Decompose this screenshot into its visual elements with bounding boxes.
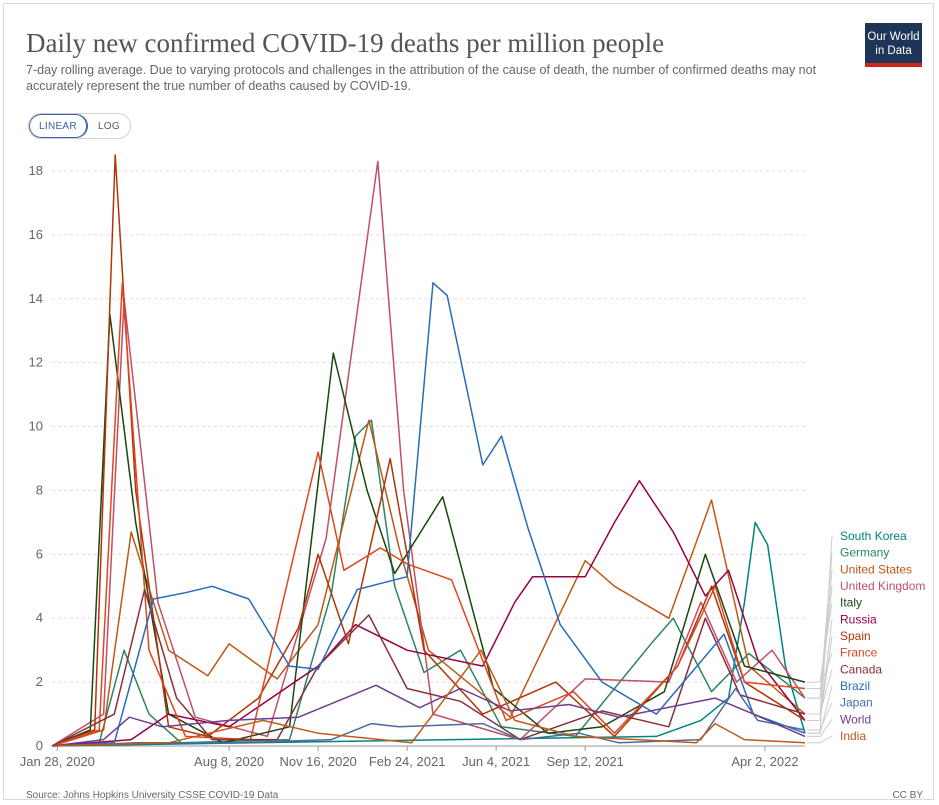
legend-label[interactable]: World — [840, 712, 871, 726]
legend-connector — [807, 602, 833, 683]
legend-connector — [807, 735, 833, 744]
legend-connector — [807, 585, 833, 699]
legend-label[interactable]: Spain — [840, 629, 871, 643]
legend-label[interactable]: Brazil — [840, 679, 870, 693]
y-tick-label: 10 — [29, 419, 43, 434]
chart-frame — [3, 3, 934, 800]
legend-label[interactable]: South Korea — [840, 529, 907, 543]
chart-title: Daily new confirmed COVID-19 deaths per … — [26, 28, 665, 58]
legend-connector — [807, 719, 833, 737]
legend-label[interactable]: Canada — [840, 662, 882, 676]
y-grid: 0 2 4 6 8 10 12 14 16 18 — [29, 163, 805, 753]
y-tick-label: 16 — [29, 227, 43, 242]
legend-label[interactable]: Russia — [840, 612, 877, 626]
legend-label[interactable]: Germany — [840, 546, 889, 560]
series-line[interactable] — [51, 588, 806, 747]
series-line[interactable] — [51, 160, 806, 747]
source-note[interactable]: Source: Johns Hopkins University CSSE CO… — [26, 790, 279, 801]
legend-connector — [807, 685, 833, 734]
logo-line-2: in Data — [875, 45, 912, 57]
legend-connector — [807, 669, 833, 715]
legend-connector — [807, 535, 833, 734]
series-line[interactable] — [51, 521, 806, 747]
legend-label[interactable]: India — [840, 729, 866, 743]
log-scale-button[interactable]: LOG — [87, 114, 130, 138]
series-lines[interactable] — [51, 154, 806, 747]
owid-logo[interactable]: Our World in Data — [865, 23, 922, 67]
y-tick-label: 8 — [36, 482, 43, 497]
legend-connector — [807, 652, 833, 689]
x-axis: Jan 28, 2020 Aug 8, 2020 Nov 16, 2020 Feb 2… — [20, 745, 805, 769]
chart-subtitle: 7-day rolling average. Due to varying pr… — [26, 63, 817, 93]
legend-label[interactable]: Japan — [840, 696, 873, 710]
x-tick-label: Jun 4, 2021 — [462, 754, 530, 769]
license-link[interactable]: CC BY — [892, 790, 923, 801]
logo-line-1: Our World — [867, 31, 920, 43]
series-line[interactable] — [51, 282, 806, 747]
legend-connector — [807, 702, 833, 731]
y-tick-label: 4 — [36, 610, 43, 625]
legend-label[interactable]: France — [840, 646, 878, 660]
series-line[interactable] — [51, 649, 806, 747]
y-tick-label: 18 — [29, 163, 43, 178]
x-tick-label: Jan 28, 2020 — [20, 754, 95, 769]
series-line[interactable] — [51, 684, 806, 747]
legend-connector — [807, 619, 833, 721]
series-line[interactable] — [51, 313, 806, 747]
y-tick-label: 0 — [36, 738, 43, 753]
series-line[interactable] — [51, 419, 806, 747]
series-line[interactable] — [51, 687, 806, 747]
y-tick-label: 2 — [36, 674, 43, 689]
y-tick-label: 12 — [29, 355, 43, 370]
x-tick-label: Sep 12, 2021 — [546, 754, 623, 769]
x-tick-label: Aug 8, 2020 — [194, 754, 264, 769]
scale-toggle: LINEAR LOG — [28, 113, 131, 139]
x-tick-label: Nov 16, 2020 — [279, 754, 356, 769]
y-tick-label: 6 — [36, 546, 43, 561]
legend-label[interactable]: Italy — [840, 596, 862, 610]
x-tick-label: Feb 24, 2021 — [369, 754, 446, 769]
x-tick-label: Apr 2, 2022 — [731, 754, 798, 769]
legend-label[interactable]: United States — [840, 562, 912, 576]
legend-label[interactable]: United Kingdom — [840, 579, 925, 593]
y-tick-label: 14 — [29, 291, 43, 306]
logo-accent-bar — [865, 63, 922, 67]
line-legend[interactable]: South Korea Germany United States United Ki… — [807, 529, 925, 744]
linear-scale-button[interactable]: LINEAR — [29, 114, 88, 138]
